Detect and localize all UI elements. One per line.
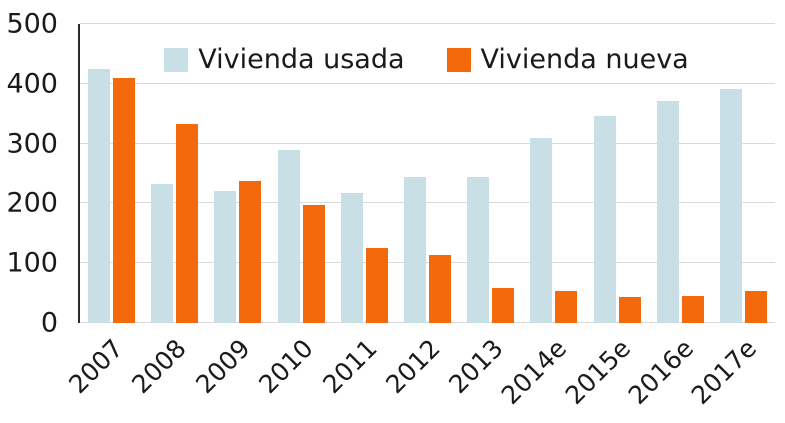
x-tick-label-2016e: 2016e [622, 333, 700, 410]
bar-group-2011 [333, 24, 396, 323]
bar-nueva-2012 [429, 254, 452, 323]
y-tick-label: 500 [6, 8, 58, 40]
bar-group-2013 [459, 24, 522, 323]
x-tick-label-2015e: 2015e [559, 333, 636, 410]
bar-nueva-2017e [744, 290, 767, 323]
bar-nueva-2011 [365, 247, 388, 323]
bar-nueva-2010 [302, 204, 325, 323]
bar-nueva-2014e [555, 290, 578, 323]
x-tick-label-2009: 2009 [190, 333, 256, 400]
bar-nueva-2007 [113, 77, 136, 323]
bar-group-2017e [712, 24, 775, 323]
bar-nueva-2009 [239, 180, 262, 323]
bar-usada-2011 [340, 192, 363, 323]
bar-usada-2015e [593, 115, 616, 323]
y-tick-label: 100 [6, 247, 58, 279]
bar-usada-2007 [88, 68, 111, 323]
x-axis: 2007 2008 2009 2010 2011 2012 2013 2014e 2015e 20… [63, 323, 775, 423]
bar-usada-2010 [277, 149, 300, 323]
y-tick-label: 0 [40, 307, 58, 339]
x-tick-label-2010: 2010 [253, 333, 319, 400]
bar-group-2007 [80, 24, 143, 323]
bar-usada-2016e [656, 100, 679, 323]
bar-group-2015e [586, 24, 649, 323]
plot-area [78, 23, 775, 323]
bar-usada-2017e [719, 88, 742, 323]
bar-nueva-2008 [176, 124, 199, 323]
y-tick-label: 200 [6, 187, 58, 219]
bars [80, 24, 775, 323]
y-tick-label: 300 [6, 128, 58, 160]
bar-usada-2014e [530, 137, 553, 323]
bar-usada-2013 [467, 176, 490, 323]
x-tick-label-2011: 2011 [316, 333, 383, 400]
bar-usada-2008 [151, 184, 174, 323]
bar-group-2008 [143, 24, 206, 323]
bar-nueva-2015e [618, 296, 641, 323]
x-tick-label-2014e: 2014e [495, 333, 573, 410]
bar-group-2009 [206, 24, 269, 323]
bar-group-2014e [522, 24, 585, 323]
bar-nueva-2016e [681, 296, 704, 323]
x-tick-label-2012: 2012 [380, 333, 446, 400]
x-tick-label-2007: 2007 [63, 333, 129, 400]
bar-usada-2012 [404, 176, 427, 323]
y-tick-label: 400 [6, 68, 58, 100]
x-tick-label-2008: 2008 [126, 333, 193, 400]
y-axis: 0 100 200 300 400 500 [0, 11, 68, 337]
bar-group-2012 [396, 24, 459, 323]
bar-group-2016e [649, 24, 712, 323]
bar-nueva-2013 [492, 287, 515, 323]
bar-group-2010 [270, 24, 333, 323]
x-tick-label-2017e: 2017e [686, 333, 763, 410]
bar-usada-2009 [214, 191, 237, 323]
